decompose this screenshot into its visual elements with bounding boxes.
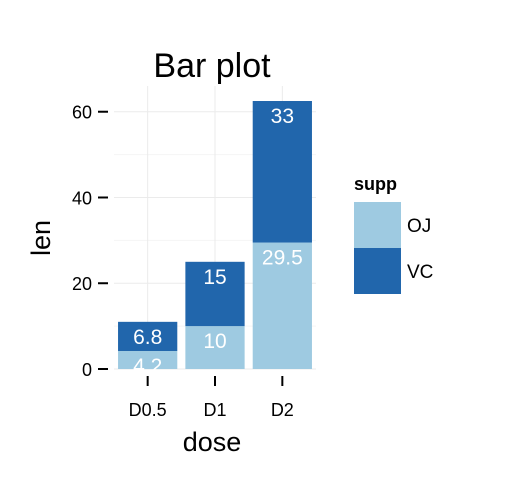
bar-OJ-D1: [185, 326, 245, 369]
x-axis-title: dose: [183, 427, 242, 457]
bar-VC-D1: [185, 261, 245, 327]
y-tick-label: 60: [72, 103, 92, 123]
bar-label-OJ-D1: 10: [203, 330, 226, 353]
legend-items: OJ VC: [354, 202, 433, 294]
y-axis-title: len: [26, 220, 56, 256]
chart-title: Bar plot: [153, 47, 271, 85]
legend-label-OJ: OJ: [407, 216, 431, 237]
y-tick-label: 40: [72, 188, 92, 208]
y-tick-label: 20: [72, 274, 92, 294]
bar-OJ-D0.5: [118, 350, 178, 369]
y-axis: 0 20 40 60: [72, 103, 108, 380]
bar-VC-D0.5: [118, 321, 178, 351]
x-axis: D0.5 D1 D2: [129, 376, 294, 420]
x-tick-label: D1: [203, 400, 226, 420]
bar-label-VC-D0.5: 6.8: [133, 326, 162, 349]
legend-swatch-VC: [354, 248, 401, 294]
bar-labels: 4.2 6.8 10 15 29.5 33: [133, 105, 303, 378]
legend-title: supp: [354, 174, 397, 194]
x-tick-label: D2: [271, 400, 294, 420]
y-tick-label: 0: [82, 360, 92, 380]
bars: [118, 101, 312, 369]
bar-label-OJ-D2: 29.5: [262, 247, 303, 270]
bar-label-VC-D2: 33: [271, 105, 294, 128]
bar-VC-D2: [252, 101, 312, 243]
bar-OJ-D2: [252, 242, 312, 369]
x-tick-label: D0.5: [129, 400, 167, 420]
bar-label-VC-D1: 15: [203, 266, 226, 289]
legend: supp OJ VC: [354, 174, 433, 294]
legend-swatch-OJ: [354, 202, 401, 248]
legend-label-VC: VC: [407, 262, 433, 283]
bar-label-OJ-D0.5: 4.2: [133, 355, 162, 378]
